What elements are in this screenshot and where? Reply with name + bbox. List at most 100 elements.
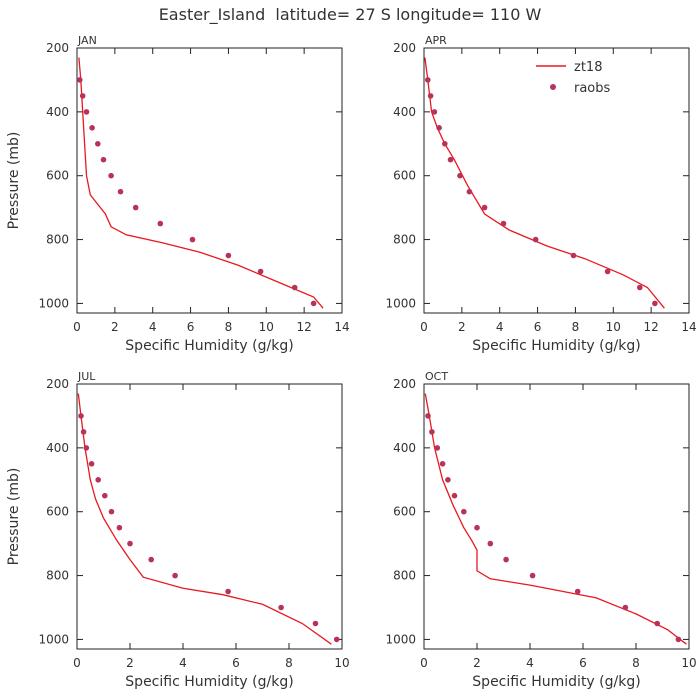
data-point-raobs xyxy=(652,300,658,307)
panel-label: JAN xyxy=(77,34,97,47)
x-tick-label: 10 xyxy=(606,320,621,334)
y-tick-label: 800 xyxy=(46,569,69,583)
figure-title: Easter_Island latitude= 27 S longitude= … xyxy=(159,5,542,25)
y-tick-label: 200 xyxy=(46,41,69,55)
data-point-raobs xyxy=(431,109,438,115)
series-line-zt18 xyxy=(77,393,332,645)
data-point-raobs xyxy=(310,300,317,307)
data-point-raobs xyxy=(278,604,284,611)
y-tick-label: 800 xyxy=(393,569,416,583)
y-tick-label: 200 xyxy=(393,41,416,55)
y-axis-label: Pressure (mb) xyxy=(6,468,22,566)
legend: zt18 raobs xyxy=(536,60,611,96)
x-axis-label: Specific Humidity (g/kg) xyxy=(125,338,293,354)
y-tick-label: 1000 xyxy=(385,632,416,646)
data-point-raobs xyxy=(529,572,536,579)
y-tick-label: 400 xyxy=(46,105,69,119)
plot-frame xyxy=(76,383,343,650)
data-point-raobs xyxy=(445,477,451,483)
x-tick-label: 4 xyxy=(496,320,504,334)
data-point-raobs xyxy=(574,588,581,595)
x-tick-label: 2 xyxy=(458,320,466,334)
plot-frame xyxy=(423,47,690,314)
data-point-raobs xyxy=(434,445,441,451)
x-tick-label: 0 xyxy=(420,320,428,334)
data-point-raobs xyxy=(108,508,115,515)
data-point-raobs xyxy=(487,540,494,547)
x-tick-label: 6 xyxy=(534,320,542,334)
x-tick-label: 4 xyxy=(149,320,157,334)
y-tick-label: 200 xyxy=(46,377,69,391)
data-point-raobs xyxy=(79,93,86,99)
data-point-raobs xyxy=(503,556,509,563)
y-tick-label: 400 xyxy=(393,441,416,455)
x-tick-label: 6 xyxy=(232,656,240,670)
data-point-raobs xyxy=(88,461,95,467)
x-tick-label: 6 xyxy=(579,656,587,670)
y-tick-label: 200 xyxy=(393,377,416,391)
y-tick-label: 800 xyxy=(46,233,69,247)
data-point-raobs xyxy=(95,141,101,147)
data-point-raobs xyxy=(225,252,232,259)
data-point-raobs xyxy=(427,93,434,99)
x-tick-label: 0 xyxy=(73,320,81,334)
panel-label: APR xyxy=(425,34,447,47)
x-axis-label: Specific Humidity (g/kg) xyxy=(125,674,293,690)
data-point-raobs xyxy=(481,204,488,211)
data-point-raobs xyxy=(102,492,108,499)
x-tick-label: 12 xyxy=(644,320,659,334)
data-point-raobs xyxy=(148,556,154,563)
y-axis-label: Pressure (mb) xyxy=(6,132,22,230)
x-tick-label: 6 xyxy=(187,320,195,334)
y-tick-label: 600 xyxy=(393,169,416,183)
data-point-raobs xyxy=(83,109,90,115)
x-tick-label: 14 xyxy=(681,320,696,334)
data-point-raobs xyxy=(312,620,319,627)
data-point-raobs xyxy=(78,413,84,419)
data-point-raobs xyxy=(116,524,123,531)
data-point-raobs xyxy=(622,604,629,611)
data-point-raobs xyxy=(429,429,435,435)
data-point-raobs xyxy=(532,236,539,243)
data-point-raobs xyxy=(425,77,431,83)
data-point-raobs xyxy=(83,445,90,451)
data-point-raobs xyxy=(127,540,133,547)
x-tick-label: 4 xyxy=(526,656,534,670)
data-point-raobs xyxy=(291,284,298,291)
data-point-raobs xyxy=(442,141,448,147)
data-point-raobs xyxy=(257,268,264,275)
data-point-raobs xyxy=(436,125,442,131)
data-point-raobs xyxy=(439,461,446,467)
x-tick-label: 2 xyxy=(473,656,481,670)
y-tick-label: 1000 xyxy=(385,296,416,310)
x-tick-label: 12 xyxy=(297,320,312,334)
data-point-raobs xyxy=(461,508,467,515)
series-line-zt18 xyxy=(424,57,665,309)
data-point-raobs xyxy=(675,636,682,643)
x-tick-label: 2 xyxy=(111,320,119,334)
y-tick-label: 400 xyxy=(46,441,69,455)
x-axis-label: Specific Humidity (g/kg) xyxy=(472,338,640,354)
panel-label: OCT xyxy=(425,370,448,383)
data-point-raobs xyxy=(451,492,458,499)
panel-jul: JUL 0 2 4 6 8 10 200 400 600 800 1000 Specific Humid… xyxy=(6,370,350,690)
data-point-raobs xyxy=(333,636,340,643)
legend-obs-marker xyxy=(550,84,556,90)
x-tick-label: 8 xyxy=(572,320,580,334)
x-tick-label: 2 xyxy=(126,656,134,670)
data-point-raobs xyxy=(466,188,473,195)
data-point-raobs xyxy=(89,125,95,131)
data-point-raobs xyxy=(570,252,577,259)
panel-jan: JAN 0 2 4 6 8 10 12 14 200 400 600 800 1000 Specific H… xyxy=(6,34,350,354)
plot-frame xyxy=(76,47,343,314)
data-point-raobs xyxy=(447,156,454,163)
y-tick-label: 600 xyxy=(46,505,69,519)
data-point-raobs xyxy=(189,236,196,243)
x-tick-label: 10 xyxy=(334,656,349,670)
data-point-raobs xyxy=(95,477,101,483)
data-point-raobs xyxy=(172,572,178,579)
x-tick-label: 10 xyxy=(681,656,696,670)
x-tick-label: 0 xyxy=(420,656,428,670)
legend-obs-label: raobs xyxy=(574,81,611,96)
